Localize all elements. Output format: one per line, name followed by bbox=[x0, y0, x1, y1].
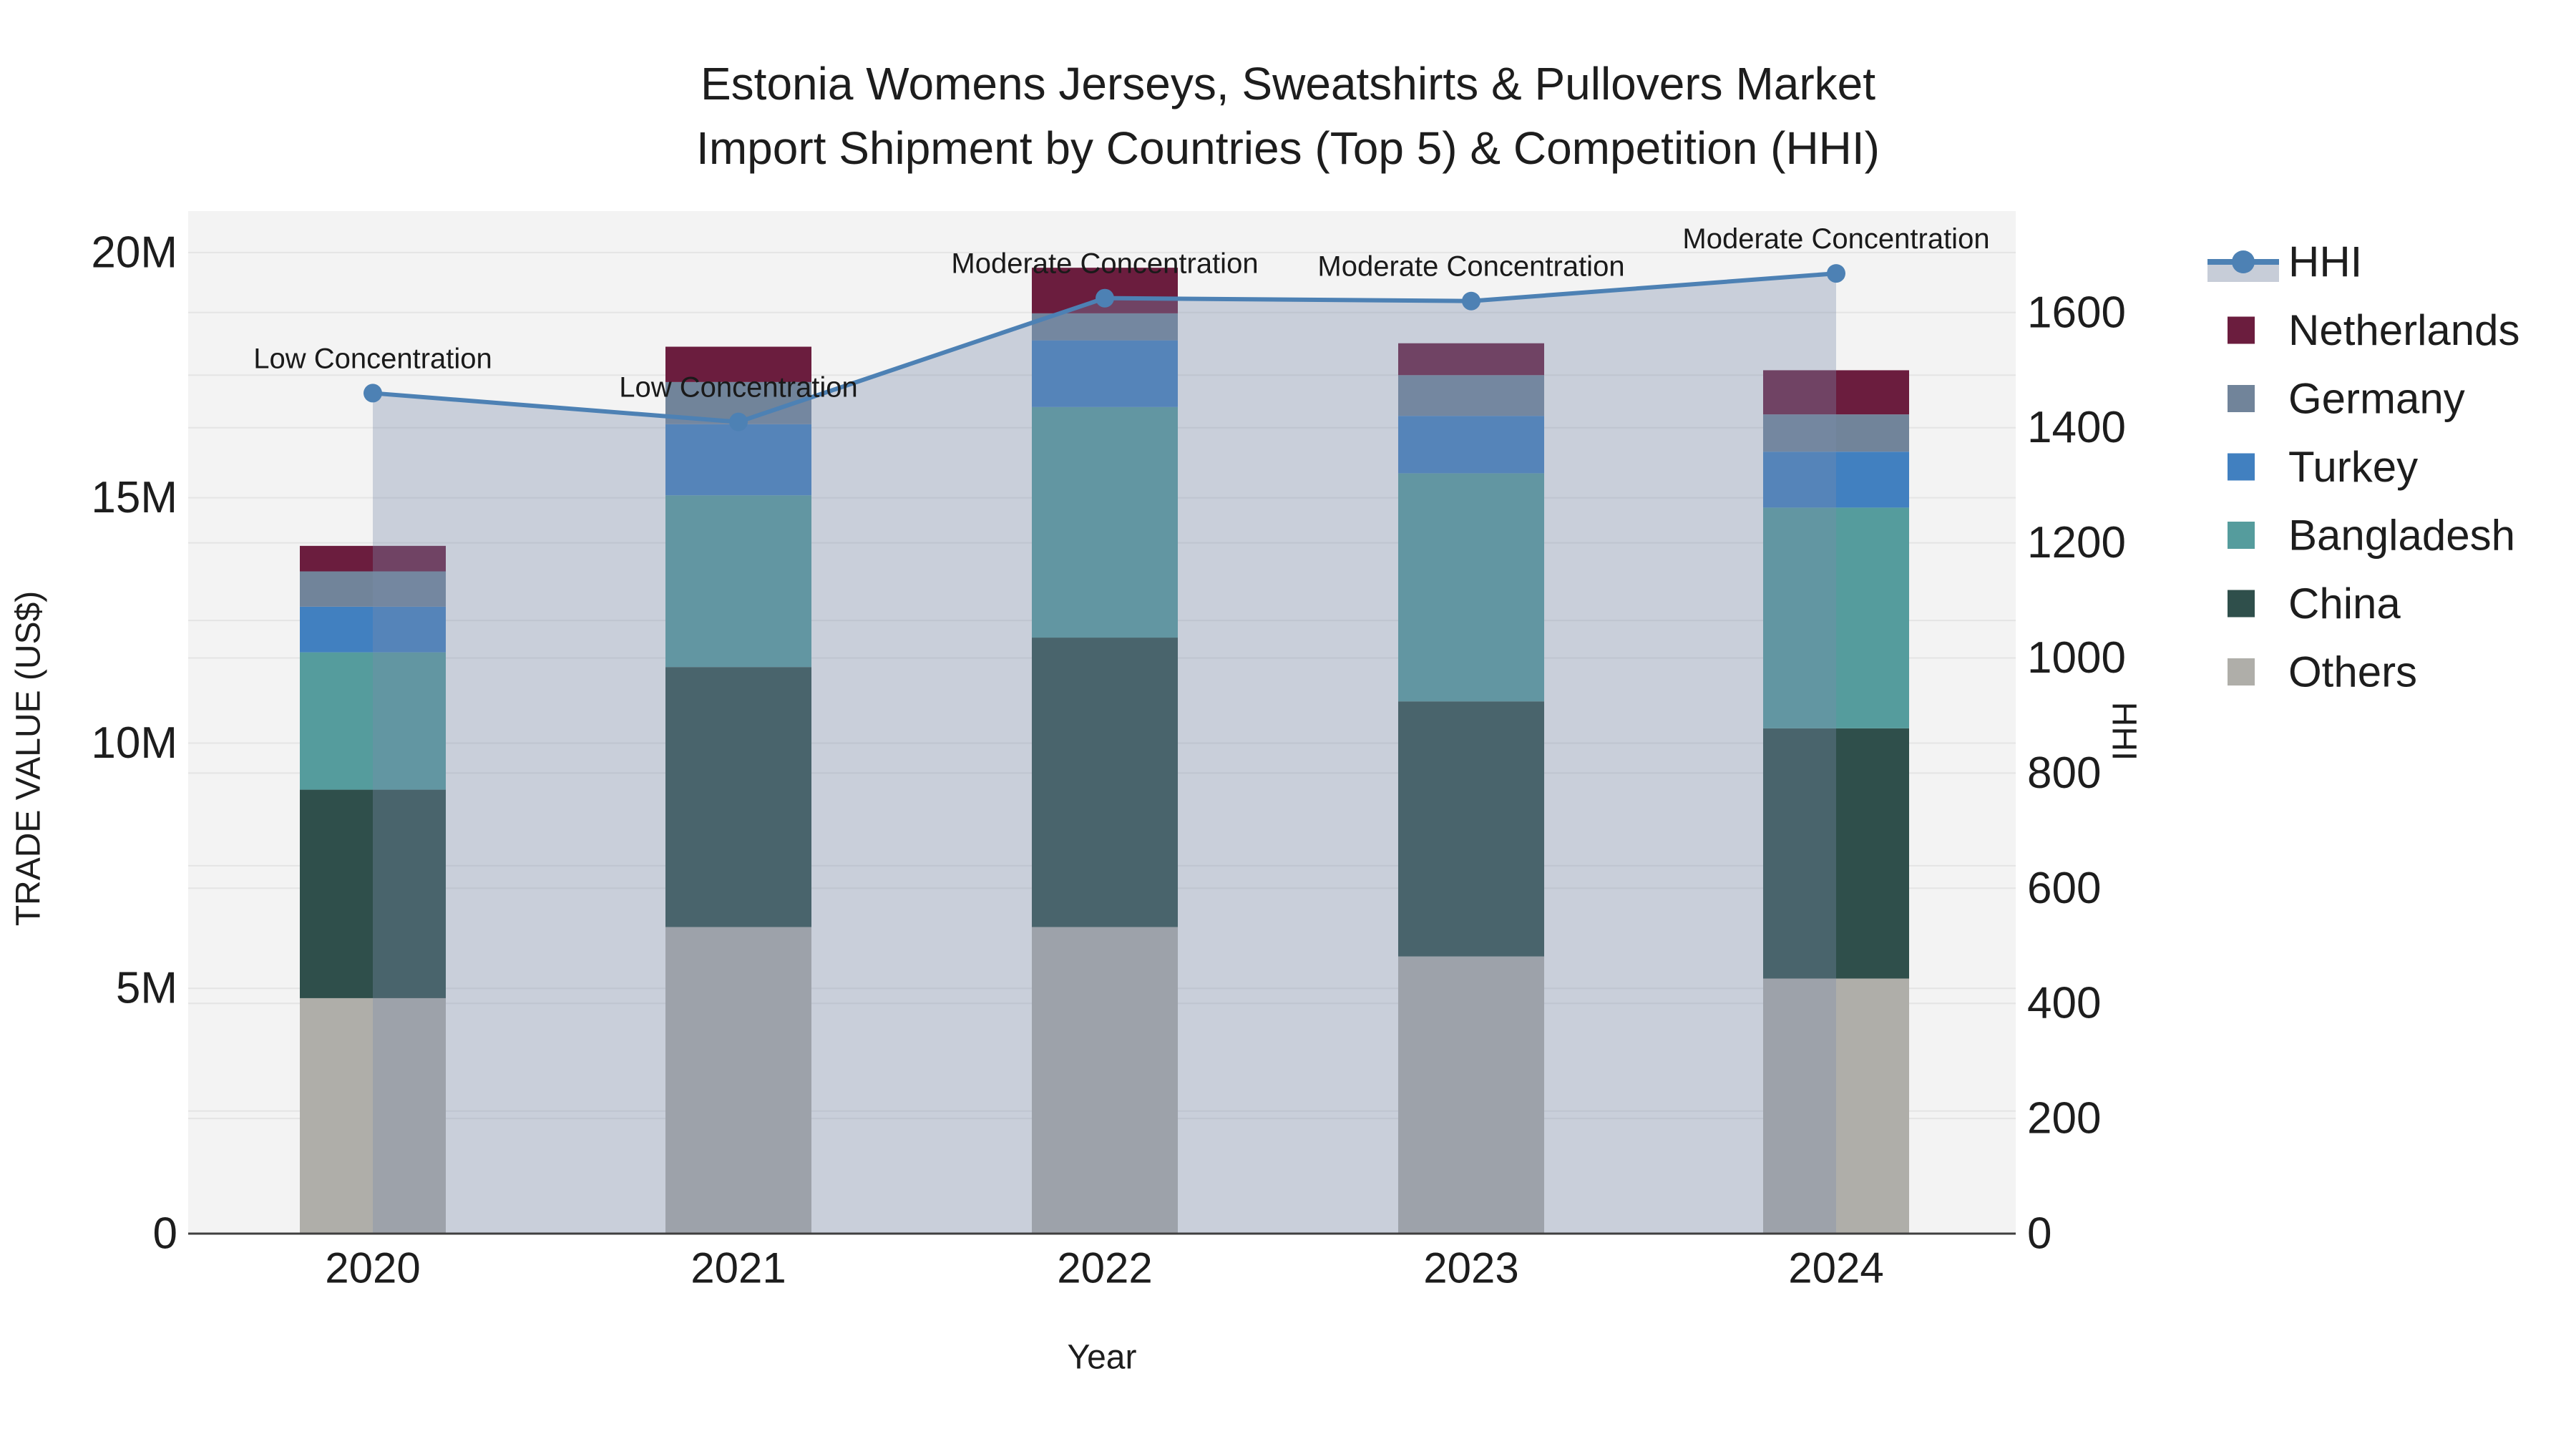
legend-label-netherlands: Netherlands bbox=[2288, 306, 2520, 354]
stacked-bars bbox=[300, 268, 1909, 1234]
legend-swatch-china bbox=[2228, 590, 2255, 618]
hhi-marker-2021[interactable] bbox=[729, 412, 748, 431]
bar-segment-others-2021[interactable] bbox=[665, 927, 811, 1234]
bar-segment-turkey-2024[interactable] bbox=[1763, 452, 1909, 508]
y-right-tick: 0 bbox=[2027, 1209, 2051, 1259]
legend-label-germany: Germany bbox=[2288, 375, 2465, 423]
legend: HHI Netherlands Germany Turkey Bangladesh Chi… bbox=[2207, 238, 2520, 696]
hhi-marker-2022[interactable] bbox=[1096, 288, 1114, 308]
y-right-tick: 800 bbox=[2027, 748, 2101, 798]
legend-item-china[interactable]: China bbox=[2228, 580, 2401, 628]
bar-segment-turkey-2021[interactable] bbox=[665, 424, 811, 496]
bar-segment-bangladesh-2020[interactable] bbox=[300, 652, 446, 790]
legend-label-bangladesh: Bangladesh bbox=[2288, 512, 2515, 560]
hhi-marker-2020[interactable] bbox=[364, 384, 382, 403]
bar-2024 bbox=[1763, 370, 1909, 1234]
bar-segment-china-2024[interactable] bbox=[1763, 728, 1909, 979]
bar-segment-turkey-2022[interactable] bbox=[1032, 340, 1178, 407]
bar-segment-bangladesh-2022[interactable] bbox=[1032, 406, 1178, 638]
y-right-tick: 1600 bbox=[2027, 288, 2126, 337]
legend-label-others: Others bbox=[2288, 648, 2417, 696]
bar-2020 bbox=[300, 545, 446, 1234]
bar-segment-others-2022[interactable] bbox=[1032, 927, 1178, 1234]
y-right-tick: 600 bbox=[2027, 864, 2101, 913]
x-axis-title: Year bbox=[1068, 1339, 1137, 1377]
x-tick-2023: 2023 bbox=[1423, 1244, 1518, 1292]
hhi-area-fill bbox=[373, 273, 1836, 1234]
annotation-2021: Low Concentration bbox=[619, 372, 858, 404]
annotation-2022: Moderate Concentration bbox=[951, 248, 1258, 280]
y-left-tick: 0 bbox=[153, 1209, 177, 1259]
legend-swatch-turkey bbox=[2228, 453, 2255, 481]
legend-item-germany[interactable]: Germany bbox=[2228, 375, 2465, 423]
legend-swatch-germany bbox=[2228, 385, 2255, 412]
bar-2023 bbox=[1398, 343, 1544, 1234]
bar-segment-others-2020[interactable] bbox=[300, 997, 446, 1234]
bar-segment-netherlands-2020[interactable] bbox=[300, 545, 446, 572]
bar-segment-turkey-2023[interactable] bbox=[1398, 416, 1544, 474]
legend-swatch-others bbox=[2228, 658, 2255, 686]
chart-title-line1: Estonia Womens Jerseys, Sweatshirts & Pu… bbox=[700, 58, 1876, 109]
chart-title: Estonia Womens Jerseys, Sweatshirts & Pu… bbox=[0, 52, 2576, 180]
hhi-marker-2023[interactable] bbox=[1462, 291, 1480, 311]
bar-segment-others-2024[interactable] bbox=[1763, 978, 1909, 1234]
bar-segment-netherlands-2021[interactable] bbox=[665, 346, 811, 382]
legend-label-hhi: HHI bbox=[2288, 238, 2362, 286]
y-left-tick: 5M bbox=[116, 964, 177, 1013]
bar-segment-turkey-2020[interactable] bbox=[300, 606, 446, 653]
bar-segment-germany-2020[interactable] bbox=[300, 571, 446, 607]
legend-item-bangladesh[interactable]: Bangladesh bbox=[2228, 512, 2515, 560]
bar-segment-germany-2024[interactable] bbox=[1763, 414, 1909, 452]
chart-title-line2: Import Shipment by Countries (Top 5) & C… bbox=[696, 122, 1880, 174]
legend-label-china: China bbox=[2288, 580, 2401, 628]
y-left-tick: 15M bbox=[91, 473, 177, 522]
legend-item-turkey[interactable]: Turkey bbox=[2228, 443, 2418, 491]
bar-segment-netherlands-2024[interactable] bbox=[1763, 370, 1909, 415]
y-right-axis-title: HHI bbox=[2105, 702, 2143, 761]
annotation-2024: Moderate Concentration bbox=[1682, 223, 1989, 255]
bar-2022 bbox=[1032, 268, 1178, 1234]
legend-hhi-marker-sample bbox=[2232, 250, 2255, 273]
x-tick-2022: 2022 bbox=[1057, 1244, 1152, 1292]
y-right-tick: 1400 bbox=[2027, 403, 2126, 452]
bar-segment-bangladesh-2021[interactable] bbox=[665, 495, 811, 668]
y-left-tick: 10M bbox=[91, 718, 177, 768]
bar-segment-bangladesh-2024[interactable] bbox=[1763, 507, 1909, 728]
y-right-tick: 1200 bbox=[2027, 518, 2126, 567]
legend-item-netherlands[interactable]: Netherlands bbox=[2228, 306, 2520, 354]
y-right-tick: 1000 bbox=[2027, 633, 2126, 683]
bar-2021 bbox=[665, 346, 811, 1234]
bar-segment-bangladesh-2023[interactable] bbox=[1398, 473, 1544, 702]
y-left-axis-title: TRADE VALUE (US$) bbox=[10, 591, 48, 927]
legend-swatch-bangladesh bbox=[2228, 522, 2255, 549]
bar-segment-china-2020[interactable] bbox=[300, 789, 446, 998]
bar-segment-germany-2022[interactable] bbox=[1032, 313, 1178, 341]
bar-segment-china-2023[interactable] bbox=[1398, 701, 1544, 957]
y-right-tick: 200 bbox=[2027, 1094, 2101, 1143]
legend-item-hhi[interactable]: HHI bbox=[2207, 238, 2362, 286]
bar-segment-china-2021[interactable] bbox=[665, 667, 811, 927]
bar-segment-germany-2023[interactable] bbox=[1398, 375, 1544, 416]
legend-label-turkey: Turkey bbox=[2288, 443, 2418, 491]
annotation-2020: Low Concentration bbox=[253, 343, 492, 374]
bar-segment-others-2023[interactable] bbox=[1398, 956, 1544, 1234]
y-left-tick: 20M bbox=[91, 228, 177, 277]
annotation-2023: Moderate Concentration bbox=[1317, 251, 1624, 283]
x-tick-2020: 2020 bbox=[325, 1244, 420, 1292]
bar-segment-netherlands-2023[interactable] bbox=[1398, 343, 1544, 376]
x-tick-2024: 2024 bbox=[1788, 1244, 1883, 1292]
legend-item-others[interactable]: Others bbox=[2228, 648, 2417, 696]
x-tick-2021: 2021 bbox=[691, 1244, 786, 1292]
hhi-marker-2024[interactable] bbox=[1827, 264, 1845, 283]
bar-segment-china-2022[interactable] bbox=[1032, 638, 1178, 927]
legend-swatch-netherlands bbox=[2228, 316, 2255, 344]
y-right-tick: 400 bbox=[2027, 979, 2101, 1028]
